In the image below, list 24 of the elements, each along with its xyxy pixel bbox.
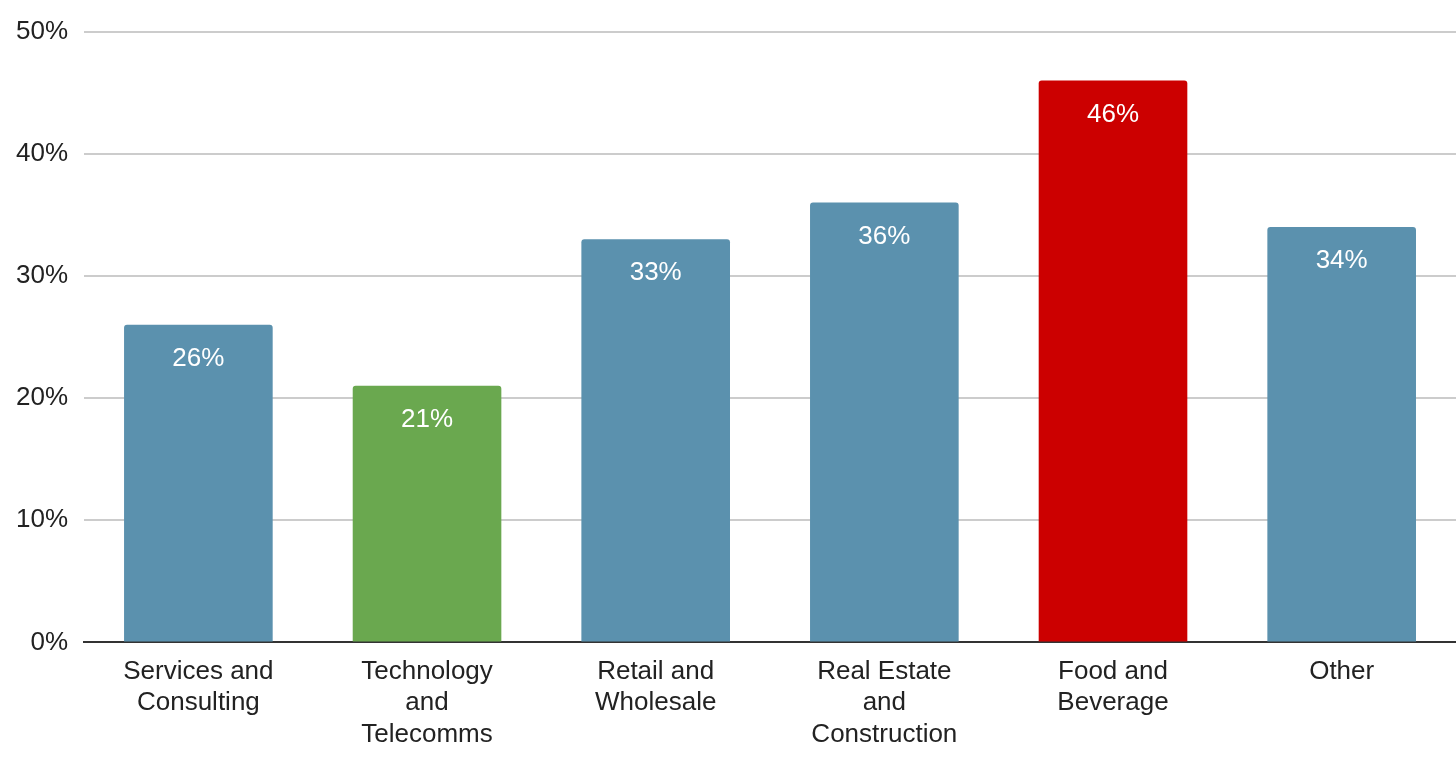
data-label: 36% [858,219,911,250]
data-label: 26% [172,341,225,372]
y-tick-label: 50% [15,14,69,45]
x-tick-label: Services and Consulting [123,655,274,717]
bar [581,239,730,642]
data-label: 21% [401,403,454,434]
bar [1038,80,1188,642]
data-label: 34% [1315,244,1368,275]
y-tick-label: 10% [15,503,69,534]
y-tick-label: 30% [15,259,69,290]
y-tick-label: 0% [30,625,69,656]
x-tick-label: Food and Beverage [1057,655,1169,717]
x-tick-label: Real Estate and Construction [811,655,958,748]
y-tick-label: 40% [15,136,69,167]
data-label: 46% [1086,97,1140,128]
data-label: 33% [629,256,682,287]
x-tick-label: Technology and Telecomms [361,655,493,748]
x-tick-label: Other [1309,655,1375,686]
bar [1267,227,1416,642]
y-tick-label: 20% [15,381,69,412]
x-tick-label: Retail and Wholesale [594,655,717,717]
bar [352,385,502,642]
bar [124,324,273,642]
bar [810,202,959,642]
